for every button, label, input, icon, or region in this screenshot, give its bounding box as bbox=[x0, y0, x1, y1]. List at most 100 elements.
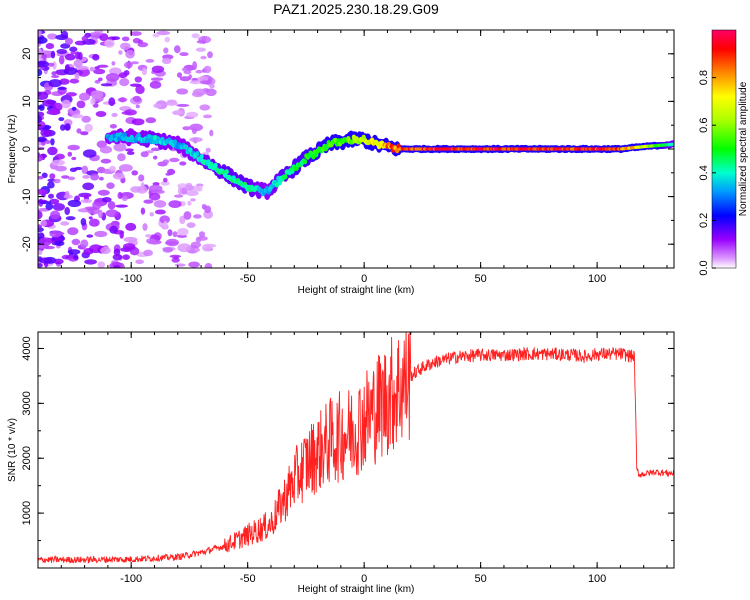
noise-blob bbox=[64, 190, 70, 198]
noise-blob bbox=[52, 203, 65, 211]
noise-blob bbox=[145, 59, 155, 63]
spectrogram-y-axis-title: Frequency (Hz) bbox=[7, 115, 18, 184]
noise-blob bbox=[67, 227, 79, 236]
noise-blob bbox=[109, 124, 117, 129]
noise-blob bbox=[53, 178, 61, 184]
noise-blob bbox=[112, 172, 125, 180]
noise-blob bbox=[125, 222, 137, 231]
noise-blob bbox=[137, 42, 149, 48]
noise-blob bbox=[163, 221, 168, 229]
noise-blob bbox=[40, 128, 52, 138]
noise-blob bbox=[84, 123, 93, 132]
noise-blob bbox=[150, 77, 164, 81]
noise-blob bbox=[174, 45, 181, 54]
noise-blob bbox=[125, 49, 135, 59]
noise-blob bbox=[47, 33, 58, 40]
noise-blob bbox=[195, 69, 203, 74]
noise-blob bbox=[126, 151, 135, 156]
noise-blob bbox=[47, 146, 58, 156]
noise-blob bbox=[153, 103, 162, 109]
noise-blob bbox=[49, 198, 60, 205]
noise-blob bbox=[130, 31, 142, 36]
noise-blob bbox=[209, 129, 214, 137]
noise-blob bbox=[201, 204, 207, 210]
noise-blob bbox=[97, 261, 106, 268]
noise-blob bbox=[69, 46, 78, 53]
noise-blob bbox=[81, 35, 89, 42]
noise-blob bbox=[164, 36, 170, 43]
noise-blob bbox=[89, 244, 103, 254]
colorbar-tick-label: 0.2 bbox=[698, 213, 710, 228]
noise-blob bbox=[71, 156, 77, 161]
noise-blob bbox=[130, 186, 142, 193]
y-tick-label: 20 bbox=[21, 48, 33, 60]
noise-blob bbox=[198, 231, 206, 238]
noise-blob bbox=[50, 50, 56, 59]
noise-blob bbox=[61, 99, 71, 109]
noise-blob bbox=[179, 52, 189, 57]
noise-blob bbox=[115, 204, 128, 208]
noise-blob bbox=[67, 151, 73, 157]
y-tick-label: -10 bbox=[21, 189, 33, 205]
noise-blob bbox=[187, 200, 192, 206]
noise-blob bbox=[146, 238, 157, 244]
noise-blob bbox=[142, 223, 148, 231]
noise-blob bbox=[38, 37, 48, 44]
snr-x-axis-title: Height of straight line (km) bbox=[298, 584, 415, 595]
noise-blob bbox=[172, 231, 178, 238]
noise-blob bbox=[165, 238, 179, 247]
snr-y-axis: 1000 2000 3000 4000 bbox=[21, 336, 674, 542]
noise-blob bbox=[43, 245, 55, 250]
x-tick-label: -50 bbox=[240, 573, 256, 585]
noise-blob bbox=[50, 210, 61, 220]
noise-blob bbox=[162, 247, 174, 253]
noise-blob bbox=[173, 194, 184, 198]
noise-blob bbox=[189, 137, 203, 143]
noise-blob bbox=[47, 62, 55, 67]
snr-series-layer bbox=[38, 332, 674, 564]
noise-blob bbox=[38, 257, 52, 264]
noise-blob bbox=[176, 72, 183, 78]
noise-blob bbox=[159, 215, 170, 224]
y-tick-label: 1000 bbox=[21, 501, 33, 525]
spectrogram-ridge-layer bbox=[104, 128, 674, 201]
noise-blob bbox=[75, 51, 81, 60]
noise-blob bbox=[177, 228, 189, 236]
noise-blob bbox=[73, 254, 79, 260]
noise-blob bbox=[109, 67, 122, 75]
noise-blob bbox=[81, 165, 89, 175]
y-tick-label: 10 bbox=[21, 95, 33, 107]
noise-blob bbox=[191, 33, 200, 39]
ridge-core bbox=[396, 143, 401, 149]
noise-blob bbox=[120, 42, 131, 50]
noise-blob bbox=[64, 53, 76, 61]
noise-blob bbox=[113, 265, 121, 268]
ridge-core bbox=[283, 174, 288, 180]
noise-blob bbox=[105, 209, 119, 218]
snr-series-line bbox=[38, 332, 674, 564]
noise-blob bbox=[111, 36, 121, 41]
noise-blob bbox=[109, 165, 116, 172]
noise-blob bbox=[76, 68, 90, 77]
noise-blob bbox=[188, 261, 200, 268]
noise-blob bbox=[143, 249, 154, 257]
noise-blob bbox=[112, 254, 123, 261]
noise-blob bbox=[205, 88, 217, 97]
colorbar-tick-label: 0.0 bbox=[698, 260, 710, 275]
noise-blob bbox=[65, 37, 73, 45]
noise-blob bbox=[163, 47, 169, 54]
noise-blob bbox=[94, 230, 108, 238]
noise-blob bbox=[70, 51, 77, 55]
noise-blob bbox=[154, 209, 166, 215]
noise-blob bbox=[97, 209, 103, 219]
noise-blob bbox=[38, 30, 42, 37]
noise-blob bbox=[203, 114, 212, 119]
spectrogram-x-axis: -100 -50 0 50 100 bbox=[37, 30, 668, 285]
noise-blob bbox=[131, 170, 138, 176]
noise-blob bbox=[38, 154, 44, 162]
ridge-core bbox=[172, 139, 178, 145]
snr-frame bbox=[37, 331, 675, 569]
ridge-core bbox=[188, 147, 193, 153]
noise-blob bbox=[71, 114, 84, 119]
y-tick-label: 4000 bbox=[21, 336, 33, 360]
